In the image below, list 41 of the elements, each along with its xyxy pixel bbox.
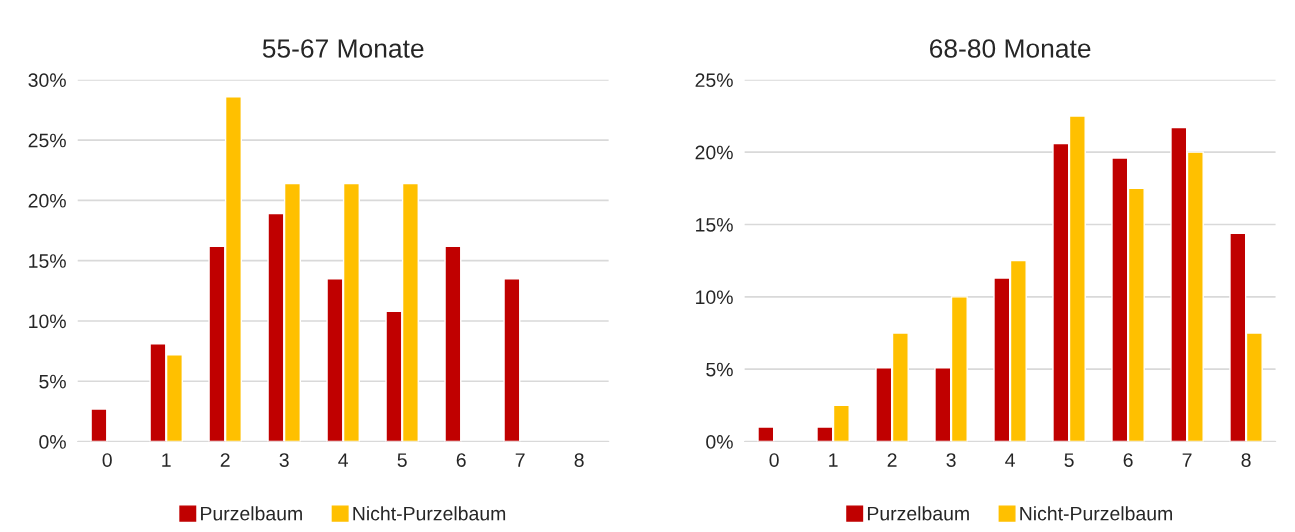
x-tick-label: 3 bbox=[279, 453, 289, 467]
y-tick-label: 30% bbox=[28, 73, 66, 88]
y-tick-label: 0% bbox=[39, 435, 66, 449]
y-tick-label: 15% bbox=[696, 218, 733, 232]
bar bbox=[444, 245, 462, 442]
x-tick-label: 8 bbox=[1241, 453, 1251, 467]
bar bbox=[503, 278, 521, 442]
legend-label: Nicht-Purzelbaum bbox=[353, 506, 506, 521]
legend-label: Purzelbaum bbox=[867, 506, 969, 521]
x-tick-label: 1 bbox=[162, 453, 171, 467]
y-tick-label: 20% bbox=[695, 145, 733, 160]
y-tick-label: 10% bbox=[696, 290, 733, 305]
y-tick-label: 0% bbox=[706, 435, 733, 449]
y-tick-label: 20% bbox=[28, 193, 66, 208]
bar bbox=[90, 408, 108, 442]
bar bbox=[757, 426, 775, 442]
y-tick-label: 15% bbox=[29, 254, 66, 268]
x-tick-label: 7 bbox=[515, 453, 525, 467]
y-tick-label: 25% bbox=[28, 133, 66, 148]
x-tick-label: 0 bbox=[102, 453, 112, 467]
x-tick-label: 4 bbox=[338, 453, 349, 467]
chart-title: 68-80 Monate bbox=[930, 39, 1091, 58]
y-tick-label: 5% bbox=[39, 374, 66, 389]
x-tick-label: 0 bbox=[769, 453, 779, 467]
x-tick-label: 6 bbox=[456, 453, 466, 467]
x-tick-label: 4 bbox=[1005, 453, 1015, 467]
x-tick-label: 3 bbox=[946, 453, 956, 467]
x-tick-label: 5 bbox=[1064, 453, 1074, 467]
y-tick-label: 10% bbox=[29, 314, 66, 329]
x-tick-label: 2 bbox=[887, 453, 897, 467]
legend-label: Purzelbaum bbox=[201, 506, 302, 521]
x-tick-label: 5 bbox=[397, 453, 407, 467]
x-tick-label: 1 bbox=[829, 453, 838, 467]
x-tick-label: 8 bbox=[574, 453, 584, 467]
y-tick-label: 25% bbox=[695, 73, 733, 88]
legend-label: Nicht-Purzelbaum bbox=[1020, 506, 1172, 521]
x-tick-label: 7 bbox=[1182, 453, 1192, 467]
chart-title: 55-67 Monate bbox=[262, 39, 424, 58]
y-tick-label: 5% bbox=[706, 362, 733, 377]
x-tick-label: 2 bbox=[220, 453, 230, 467]
x-tick-label: 6 bbox=[1123, 453, 1133, 467]
